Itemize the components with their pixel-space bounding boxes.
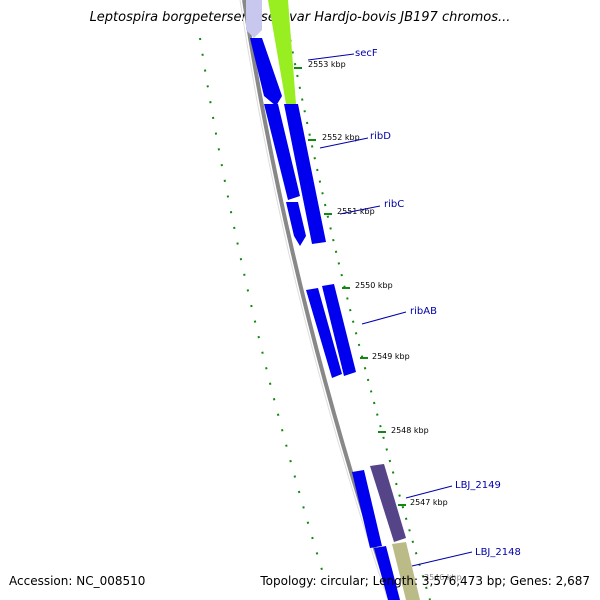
gene-block[interactable] [246, 0, 262, 38]
gene-block-ribD-2[interactable] [284, 104, 326, 244]
gene-label-LBJ_2149[interactable]: LBJ_2149 [455, 480, 501, 491]
gene-label-LBJ_2148[interactable]: LBJ_2148 [475, 547, 521, 558]
tick-label: 2546 kbp [424, 573, 462, 582]
tick-label: 2552 kbp [322, 133, 360, 142]
gene-block-LBJ_2149-b[interactable] [370, 464, 406, 542]
tick-label: 2549 kbp [372, 352, 410, 361]
leader-line [307, 53, 355, 61]
gene-label-secF[interactable]: secF [355, 48, 378, 59]
tick-label: 2550 kbp [355, 281, 393, 290]
tick-label: 2547 kbp [410, 498, 448, 507]
tick-labels: 2553 kbp 2552 kbp 2551 kbp 2550 kbp 2549… [294, 60, 462, 582]
leader-line [339, 205, 381, 215]
gene-features [246, 0, 420, 600]
accession-text: Accession: NC_008510 [9, 574, 146, 588]
summary-text: Topology: circular; Length: 3,576,473 bp… [260, 574, 590, 588]
leader-line [411, 551, 473, 567]
gene-block-LBJ_2148-b[interactable] [392, 542, 420, 600]
leader-line [361, 311, 407, 325]
gene-block-LBJ_2148[interactable] [374, 546, 400, 600]
gene-label-ribC[interactable]: ribC [384, 199, 404, 210]
gene-block-ribD[interactable] [264, 104, 300, 200]
map-title: Leptospira borgpetersenii serovar Hardjo… [89, 10, 511, 25]
gene-label-ribAB[interactable]: ribAB [410, 306, 437, 317]
gene-block-secF[interactable] [268, 0, 296, 104]
gene-label-ribD[interactable]: ribD [370, 131, 391, 142]
tick-label: 2551 kbp [337, 207, 375, 216]
gene-block-ribAB[interactable] [306, 288, 342, 378]
leader-line [319, 137, 369, 149]
leader-line [405, 485, 453, 499]
gene-block[interactable] [250, 38, 282, 106]
tick-label: 2553 kbp [308, 60, 346, 69]
tick-label: 2548 kbp [391, 426, 429, 435]
chromosome-backbone-highlight [239, 0, 389, 600]
gene-block-LBJ_2149[interactable] [352, 470, 382, 548]
gene-block-ribAB-2[interactable] [322, 284, 356, 376]
gene-labels: secF ribD ribC ribAB LBJ_2149 LBJ_2148 [307, 48, 521, 567]
gene-block-ribC[interactable] [286, 202, 306, 246]
